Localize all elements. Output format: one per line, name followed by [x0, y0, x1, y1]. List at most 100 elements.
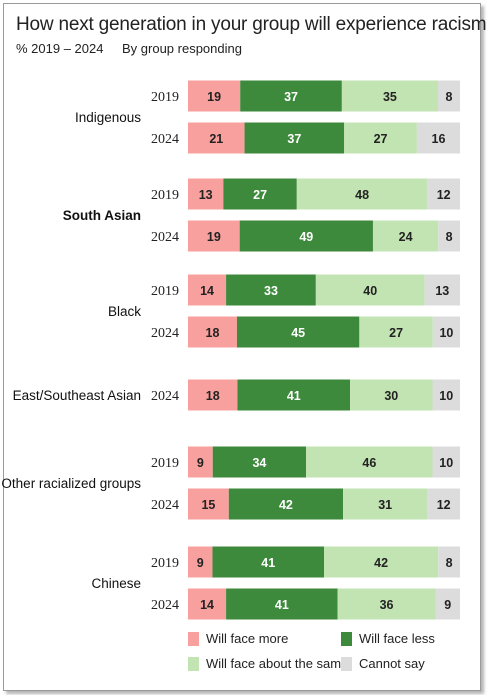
data-label-more: 19: [207, 90, 221, 104]
year-label: 2019: [151, 188, 179, 203]
data-label-cannot: 16: [432, 132, 446, 146]
data-label-more: 14: [200, 284, 214, 298]
data-label-same: 40: [363, 284, 377, 298]
bar-segment-less: [226, 274, 316, 306]
data-label-same: 36: [380, 598, 394, 612]
data-label-same: 30: [384, 389, 398, 403]
group-label: South Asian: [63, 208, 141, 223]
bar-segment-same: [372, 220, 439, 252]
group-label: Black: [108, 304, 141, 319]
data-label-same: 42: [374, 556, 388, 570]
data-label-less: 45: [291, 326, 305, 340]
bar-segment-cannot: [427, 488, 460, 520]
year-label: 2019: [151, 456, 179, 471]
bar-segment-less: [244, 122, 345, 154]
data-label-cannot: 9: [444, 598, 451, 612]
group-label: Chinese: [91, 576, 141, 591]
legend-label-less: Will face less: [359, 631, 435, 646]
bar-segment-more: [188, 178, 224, 210]
data-label-same: 31: [378, 498, 392, 512]
data-label-same: 27: [374, 132, 388, 146]
bar-segment-cannot: [435, 588, 460, 620]
bar-segment-cannot: [432, 446, 460, 478]
data-label-more: 14: [200, 598, 214, 612]
data-label-less: 41: [287, 389, 301, 403]
data-label-less: 34: [252, 456, 266, 470]
bar-segment-less: [236, 316, 360, 348]
group-label: East/Southeast Asian: [13, 388, 141, 403]
data-label-same: 27: [389, 326, 403, 340]
data-label-less: 27: [253, 188, 267, 202]
data-label-same: 48: [355, 188, 369, 202]
bar-segment-less: [212, 446, 307, 478]
bar-segment-same: [296, 178, 428, 210]
data-label-more: 18: [206, 326, 220, 340]
data-label-less: 41: [275, 598, 289, 612]
legend-label-cannot: Cannot say: [359, 656, 425, 671]
data-label-same: 46: [362, 456, 376, 470]
group-label: Other racialized groups: [1, 476, 141, 491]
data-label-cannot: 12: [437, 188, 451, 202]
bar-segment-less: [226, 588, 338, 620]
bar-segment-less: [223, 178, 297, 210]
bar-segment-cannot: [438, 80, 460, 112]
bar-segment-more: [188, 80, 241, 112]
bar-segment-less: [212, 546, 324, 578]
data-label-same: 35: [383, 90, 397, 104]
bar-segment-same: [324, 546, 439, 578]
legend-label-same: Will face about the same: [206, 656, 348, 671]
data-label-cannot: 13: [435, 284, 449, 298]
bar-segment-cannot: [416, 122, 460, 154]
chart-title: How next generation in your group will e…: [16, 14, 487, 35]
bar-segment-same: [350, 379, 433, 411]
data-label-less: 33: [264, 284, 278, 298]
data-label-cannot: 10: [439, 389, 453, 403]
bar-segment-more: [188, 446, 213, 478]
bar-segment-more: [188, 122, 245, 154]
bar-segment-more: [188, 546, 213, 578]
data-label-cannot: 8: [446, 556, 453, 570]
bar-segment-less: [240, 80, 342, 112]
data-label-more: 18: [206, 389, 220, 403]
bar-segment-cannot: [424, 274, 460, 306]
year-label: 2024: [151, 498, 179, 513]
bar-segment-less: [237, 379, 351, 411]
bar-segment-cannot: [427, 178, 460, 210]
chart-subtitle-by: By group responding: [122, 41, 242, 56]
data-label-more: 19: [207, 230, 221, 244]
bar-segment-same: [359, 316, 433, 348]
data-label-more: 21: [209, 132, 223, 146]
data-label-less: 49: [299, 230, 313, 244]
data-label-more: 13: [199, 188, 213, 202]
bar-segment-less: [239, 220, 373, 252]
year-label: 2024: [151, 389, 179, 404]
year-label: 2024: [151, 132, 179, 147]
group-label: Indigenous: [75, 110, 141, 125]
bar-segment-more: [188, 379, 238, 411]
year-label: 2024: [151, 598, 179, 613]
data-label-less: 41: [261, 556, 275, 570]
data-label-cannot: 8: [446, 90, 453, 104]
legend-swatch-same: [188, 657, 199, 671]
bar-segment-same: [315, 274, 425, 306]
bar-segment-same: [344, 122, 417, 154]
data-label-more: 9: [197, 556, 204, 570]
bar-segment-more: [188, 488, 229, 520]
data-label-cannot: 8: [446, 230, 453, 244]
bar-segment-cannot: [432, 379, 460, 411]
year-label: 2024: [151, 326, 179, 341]
legend-swatch-cannot: [341, 657, 352, 671]
bar-segment-less: [228, 488, 344, 520]
bar-segment-more: [188, 588, 227, 620]
bar-segment-same: [306, 446, 433, 478]
data-label-cannot: 10: [439, 326, 453, 340]
legend-label-more: Will face more: [206, 631, 288, 646]
year-label: 2024: [151, 230, 179, 245]
bar-segment-same: [341, 80, 439, 112]
year-label: 2019: [151, 284, 179, 299]
bar-segment-same: [337, 588, 436, 620]
data-label-same: 24: [399, 230, 413, 244]
legend-swatch-more: [188, 632, 199, 646]
bar-segment-cannot: [438, 220, 460, 252]
